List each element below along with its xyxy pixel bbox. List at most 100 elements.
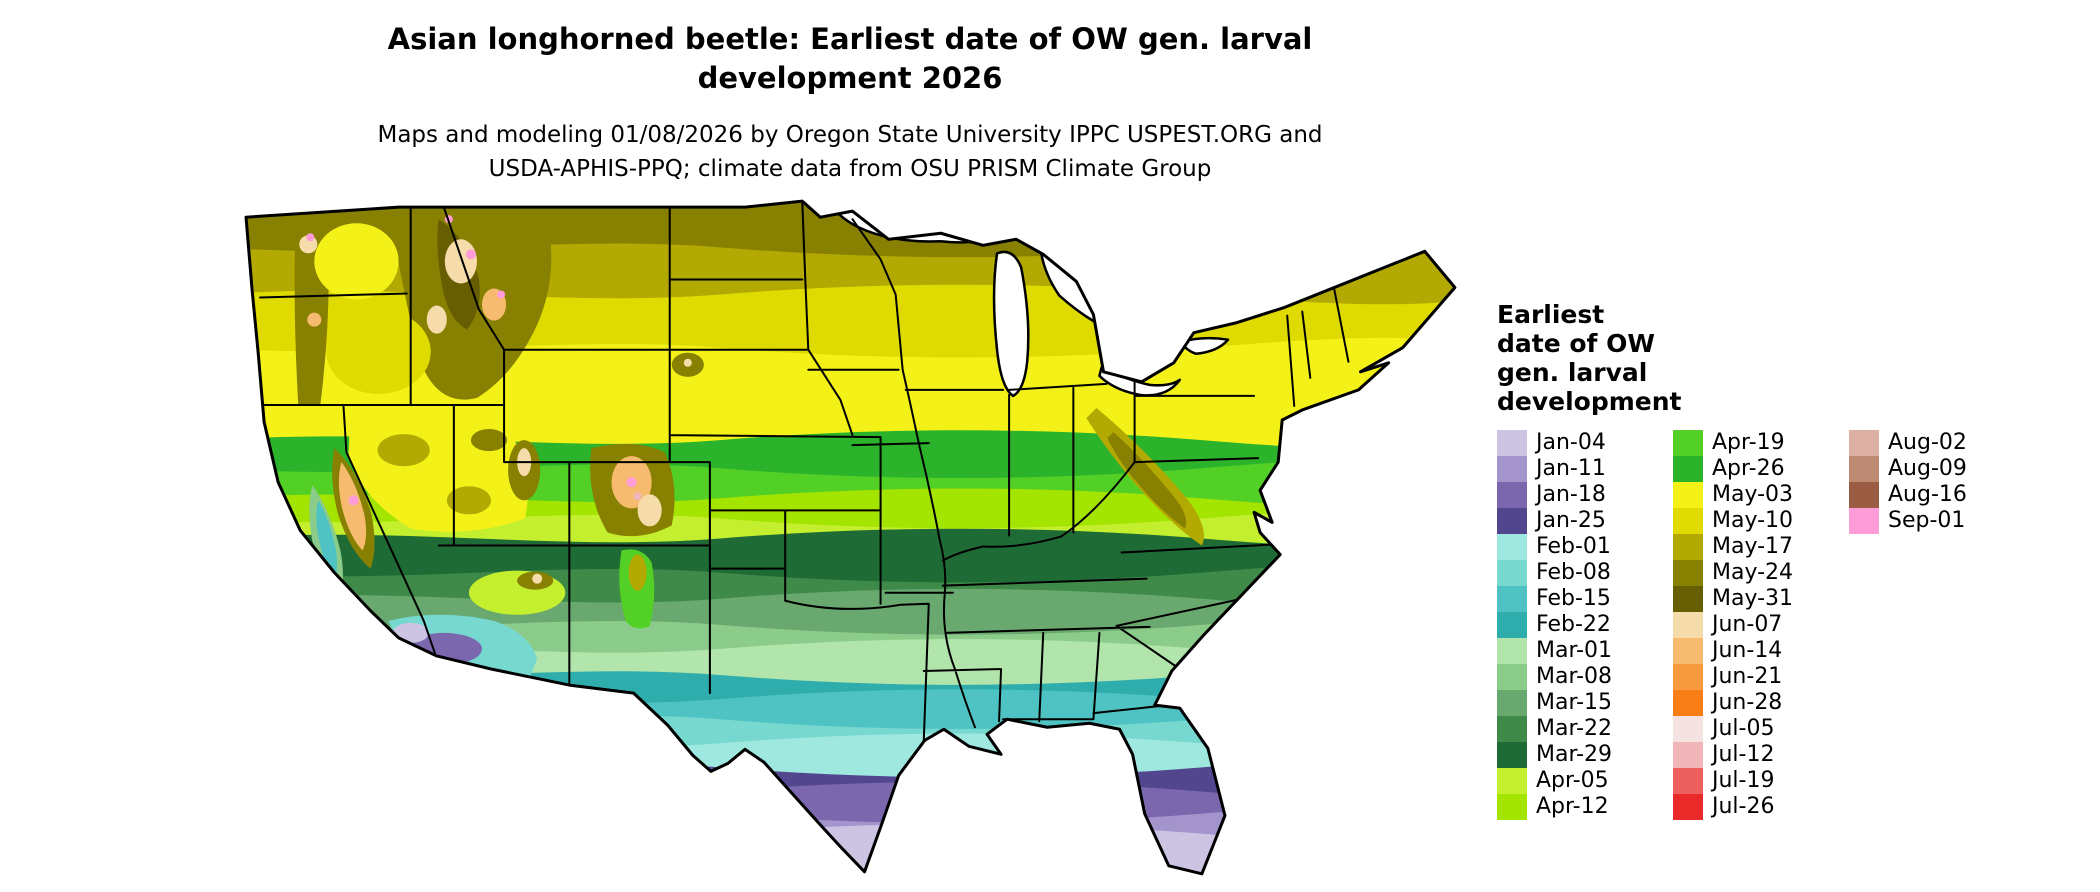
legend-label: Jan-04 — [1536, 430, 1606, 455]
legend-label: Apr-19 — [1712, 430, 1785, 455]
legend-swatch — [1497, 560, 1527, 586]
legend-swatch — [1497, 482, 1527, 508]
date-bands — [246, 201, 1455, 874]
terrain-patch — [633, 492, 642, 501]
legend-item: Jul-05 — [1673, 716, 1849, 742]
legend-swatch — [1497, 742, 1527, 768]
legend-swatch — [1497, 794, 1527, 820]
title-line-1: Asian longhorned beetle: Earliest date o… — [387, 22, 1313, 56]
lake-michigan — [992, 250, 1030, 398]
legend-label: May-17 — [1712, 534, 1794, 559]
legend-item: May-03 — [1673, 482, 1849, 508]
terrain-patch — [306, 233, 315, 242]
legend-label: May-10 — [1712, 508, 1794, 533]
legend-item: Mar-08 — [1497, 664, 1673, 690]
legend-label: Mar-22 — [1536, 716, 1613, 741]
legend-title-line: Earliest — [1497, 300, 1605, 329]
legend-swatch — [1673, 456, 1703, 482]
terrain-patch — [470, 429, 508, 452]
legend-item: Jun-21 — [1673, 664, 1849, 690]
legend-label: Jan-25 — [1536, 508, 1606, 533]
legend-swatch — [1673, 638, 1703, 664]
page-subtitle: Maps and modeling 01/08/2026 by Oregon S… — [340, 118, 1360, 186]
legend-swatch — [1497, 638, 1527, 664]
legend-label: Jun-14 — [1712, 638, 1783, 663]
legend-item: Jul-12 — [1673, 742, 1849, 768]
legend-label: Jan-18 — [1536, 482, 1606, 507]
terrain-patch — [637, 494, 662, 527]
legend-swatch — [1673, 690, 1703, 716]
legend-swatch — [1849, 482, 1879, 508]
legend-item: Apr-05 — [1497, 768, 1673, 794]
terrain-patch — [338, 462, 367, 551]
legend-columns: Jan-04 Jan-11 Jan-18 Jan-25 Feb-01 Feb-08 Feb-… — [1497, 430, 2077, 820]
legend-item: Mar-15 — [1497, 690, 1673, 716]
legend-label: Mar-08 — [1536, 664, 1613, 689]
legend-swatch — [1673, 768, 1703, 794]
terrain-patch — [392, 622, 429, 643]
legend-label: Apr-12 — [1536, 794, 1609, 819]
legend-label: Jul-26 — [1712, 794, 1775, 819]
legend-column: Aug-02 Aug-09 Aug-16 Sep-01 — [1849, 430, 2025, 534]
legend-item: Jan-18 — [1497, 482, 1673, 508]
legend-item: Aug-02 — [1849, 430, 2025, 456]
legend-label: Feb-08 — [1536, 560, 1611, 585]
legend-label: Aug-02 — [1888, 430, 1967, 455]
legend-item: Jun-14 — [1673, 638, 1849, 664]
legend-label: Sep-01 — [1888, 508, 1966, 533]
terrain-patch — [444, 239, 477, 284]
legend-swatch — [1849, 430, 1879, 456]
terrain-patch — [497, 290, 506, 299]
legend: Earliest date of OW gen. larval developm… — [1497, 300, 2077, 820]
legend-swatch — [1673, 664, 1703, 690]
legend-label: Mar-29 — [1536, 742, 1613, 767]
legend-swatch — [1673, 430, 1703, 456]
legend-label: May-24 — [1712, 560, 1794, 585]
legend-label: Feb-22 — [1536, 612, 1611, 637]
terrain-patch — [326, 309, 431, 394]
legend-item: Feb-08 — [1497, 560, 1673, 586]
legend-swatch — [1673, 612, 1703, 638]
legend-item: May-31 — [1673, 586, 1849, 612]
legend-label: Apr-05 — [1536, 768, 1609, 793]
legend-item: Apr-26 — [1673, 456, 1849, 482]
subtitle-line-1: Maps and modeling 01/08/2026 by Oregon S… — [377, 122, 1323, 148]
legend-item: Feb-01 — [1497, 534, 1673, 560]
legend-item: Jun-28 — [1673, 690, 1849, 716]
legend-swatch — [1673, 742, 1703, 768]
page-title: Asian longhorned beetle: Earliest date o… — [340, 20, 1360, 98]
legend-label: Jun-28 — [1712, 690, 1783, 715]
legend-item: Jul-26 — [1673, 794, 1849, 820]
state-borders — [257, 201, 1350, 743]
terrain-patch — [683, 358, 692, 367]
legend-swatch — [1497, 456, 1527, 482]
legend-title: Earliest date of OW gen. larval developm… — [1497, 300, 2077, 416]
legend-item: Jul-19 — [1673, 768, 1849, 794]
legend-label: Jul-05 — [1712, 716, 1775, 741]
terrain-overlays — [294, 207, 1204, 680]
legend-item: Jan-25 — [1497, 508, 1673, 534]
legend-swatch — [1673, 482, 1703, 508]
legend-label: May-31 — [1712, 586, 1794, 611]
title-line-2: development 2026 — [697, 61, 1003, 95]
terrain-patch — [426, 305, 447, 334]
legend-item: Apr-12 — [1497, 794, 1673, 820]
legend-item: Feb-15 — [1497, 586, 1673, 612]
subtitle-line-2: USDA-APHIS-PPQ; climate data from OSU PR… — [488, 156, 1212, 182]
legend-item: May-24 — [1673, 560, 1849, 586]
lake-ontario — [1180, 336, 1230, 355]
legend-swatch — [1673, 508, 1703, 534]
terrain-patch — [377, 434, 430, 467]
legend-label: Mar-15 — [1536, 690, 1613, 715]
legend-swatch — [1673, 586, 1703, 612]
legend-column: Jan-04 Jan-11 Jan-18 Jan-25 Feb-01 Feb-08 Feb-… — [1497, 430, 1673, 820]
legend-item: Jan-11 — [1497, 456, 1673, 482]
legend-label: Jul-12 — [1712, 742, 1775, 767]
legend-label: Feb-01 — [1536, 534, 1611, 559]
legend-label: Jun-21 — [1712, 664, 1783, 689]
legend-item: Mar-01 — [1497, 638, 1673, 664]
legend-item: Aug-09 — [1849, 456, 2025, 482]
legend-label: Feb-15 — [1536, 586, 1611, 611]
legend-swatch — [1497, 612, 1527, 638]
terrain-patch — [1107, 432, 1187, 529]
